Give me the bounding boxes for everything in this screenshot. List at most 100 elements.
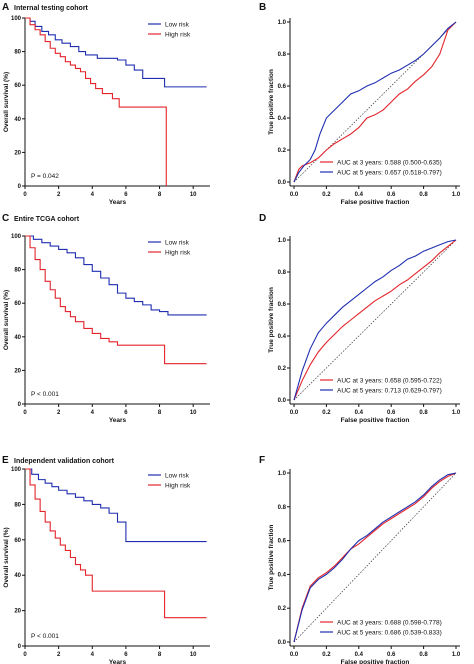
- series-line-auc-3-years: [293, 472, 457, 643]
- legend-label: AUC at 3 years: 0.688 (0.598-0.778): [337, 620, 442, 627]
- y-tick-label: 0.4: [278, 334, 287, 340]
- x-tick-label: 0.4: [355, 192, 364, 198]
- legend-label: High risk: [165, 250, 191, 257]
- y-tick-label: 0.0: [278, 398, 287, 404]
- x-tick-label: 10: [190, 410, 197, 416]
- y-axis-label: True positive fraction: [268, 287, 275, 353]
- panel-title: Independent validation cohort: [14, 458, 115, 465]
- y-axis-label: Overall survival (%): [3, 72, 10, 132]
- x-tick-label: 0: [23, 410, 27, 416]
- x-tick-label: 2: [57, 410, 61, 416]
- x-axis-label: Years: [109, 417, 127, 424]
- y-tick-label: 0.8: [278, 505, 287, 511]
- x-tick-label: 0.0: [290, 652, 299, 658]
- x-tick-label: 0.6: [387, 410, 396, 416]
- x-tick-label: 0: [23, 652, 27, 658]
- reference-diagonal: [293, 472, 457, 643]
- legend-label: High risk: [165, 32, 191, 39]
- x-tick-label: 10: [190, 652, 197, 658]
- x-tick-label: 0.6: [387, 652, 396, 658]
- x-tick-label: 0.2: [322, 192, 331, 198]
- y-axis-label: True positive fraction: [268, 525, 275, 591]
- series-line-low-risk: [25, 468, 207, 543]
- y-tick-label: 40: [14, 335, 21, 341]
- y-tick-label: 0.6: [278, 539, 287, 545]
- panel-letter: D: [259, 213, 266, 224]
- x-tick-label: 0.0: [290, 192, 299, 198]
- y-tick-label: 0.4: [278, 572, 287, 578]
- y-tick-label: 0: [18, 402, 22, 408]
- legend-label: AUC at 5 years: 0.686 (0.539-0.833): [337, 630, 442, 637]
- x-tick-label: 0.0: [290, 410, 299, 416]
- y-tick-label: 20: [14, 150, 21, 156]
- x-tick-label: 8: [158, 192, 162, 198]
- y-tick-label: 100: [11, 234, 22, 240]
- y-tick-label: 60: [14, 83, 21, 89]
- panel-d: D 0.0 0.2 0.4 0.6 0.8 1.0 0.0 0.2 0.4 0.6 0.8 1.0 Fal…: [259, 213, 461, 424]
- panel-title: Entire TCGA cohort: [14, 216, 80, 223]
- x-tick-label: 0.8: [419, 652, 428, 658]
- y-tick-label: 1.0: [278, 238, 287, 244]
- legend-label: AUC at 3 years: 0.658 (0.595-0.722): [337, 378, 442, 385]
- y-tick-label: 20: [14, 609, 21, 615]
- y-tick-label: 0: [18, 644, 22, 650]
- panel-letter: F: [259, 455, 265, 466]
- y-tick-label: 0.2: [278, 606, 287, 612]
- series-line-auc-5-years: [293, 21, 457, 183]
- legend-label: AUC at 5 years: 0.713 (0.629-0.797): [337, 388, 442, 395]
- legend-label: AUC at 5 years: 0.657 (0.518-0.797): [337, 170, 442, 177]
- x-tick-label: 10: [190, 192, 197, 198]
- x-axis-label: False positive fraction: [341, 199, 410, 206]
- reference-diagonal: [293, 239, 457, 401]
- y-tick-label: 40: [14, 117, 21, 123]
- x-tick-label: 0.2: [322, 652, 331, 658]
- y-axis-label: True positive fraction: [268, 69, 275, 135]
- y-tick-label: 80: [14, 50, 21, 56]
- y-tick-label: 0.8: [278, 52, 287, 58]
- x-tick-label: 1.0: [452, 410, 461, 416]
- panel-title: Internal testing cohort: [14, 5, 89, 12]
- x-axis-label: False positive fraction: [341, 659, 410, 664]
- x-tick-label: 0: [23, 192, 27, 198]
- x-tick-label: 0.2: [322, 410, 331, 416]
- legend-label: Low risk: [165, 473, 190, 480]
- series-line-high-risk: [25, 17, 167, 186]
- x-tick-label: 6: [124, 192, 128, 198]
- y-axis-label: Overall survival (%): [3, 290, 10, 350]
- y-tick-label: 40: [14, 573, 21, 579]
- y-tick-label: 60: [14, 538, 21, 544]
- y-tick-label: 100: [11, 467, 22, 473]
- x-tick-label: 1.0: [452, 192, 461, 198]
- y-tick-label: 0.8: [278, 270, 287, 276]
- x-tick-label: 6: [124, 410, 128, 416]
- series-line-high-risk: [25, 235, 207, 365]
- y-tick-label: 20: [14, 368, 21, 374]
- y-tick-label: 0.6: [278, 302, 287, 308]
- panel-letter: A: [2, 2, 9, 13]
- legend-label: Low risk: [165, 240, 190, 247]
- y-tick-label: 0.2: [278, 366, 287, 372]
- y-tick-label: 0.4: [278, 116, 287, 122]
- x-tick-label: 2: [57, 652, 61, 658]
- legend-label: AUC at 3 years: 0.588 (0.500-0.635): [337, 160, 442, 167]
- y-tick-label: 0.0: [278, 180, 287, 186]
- y-tick-label: 0.0: [278, 640, 287, 646]
- y-tick-label: 80: [14, 502, 21, 508]
- series-line-auc-5-years: [293, 239, 457, 401]
- series-line-low-risk: [25, 235, 207, 316]
- y-tick-label: 80: [14, 268, 21, 274]
- x-tick-label: 0.8: [419, 192, 428, 198]
- x-tick-label: 0.8: [419, 410, 428, 416]
- legend-label: High risk: [165, 483, 191, 490]
- legend-label: Low risk: [165, 22, 190, 29]
- x-axis-label: Years: [109, 199, 127, 206]
- x-axis-label: Years: [109, 659, 127, 664]
- x-tick-label: 0.6: [387, 192, 396, 198]
- series-line-high-risk: [25, 468, 207, 619]
- x-tick-label: 6: [124, 652, 128, 658]
- x-tick-label: 8: [158, 652, 162, 658]
- x-tick-label: 0.4: [355, 652, 364, 658]
- series-line-auc-5-years: [293, 472, 457, 643]
